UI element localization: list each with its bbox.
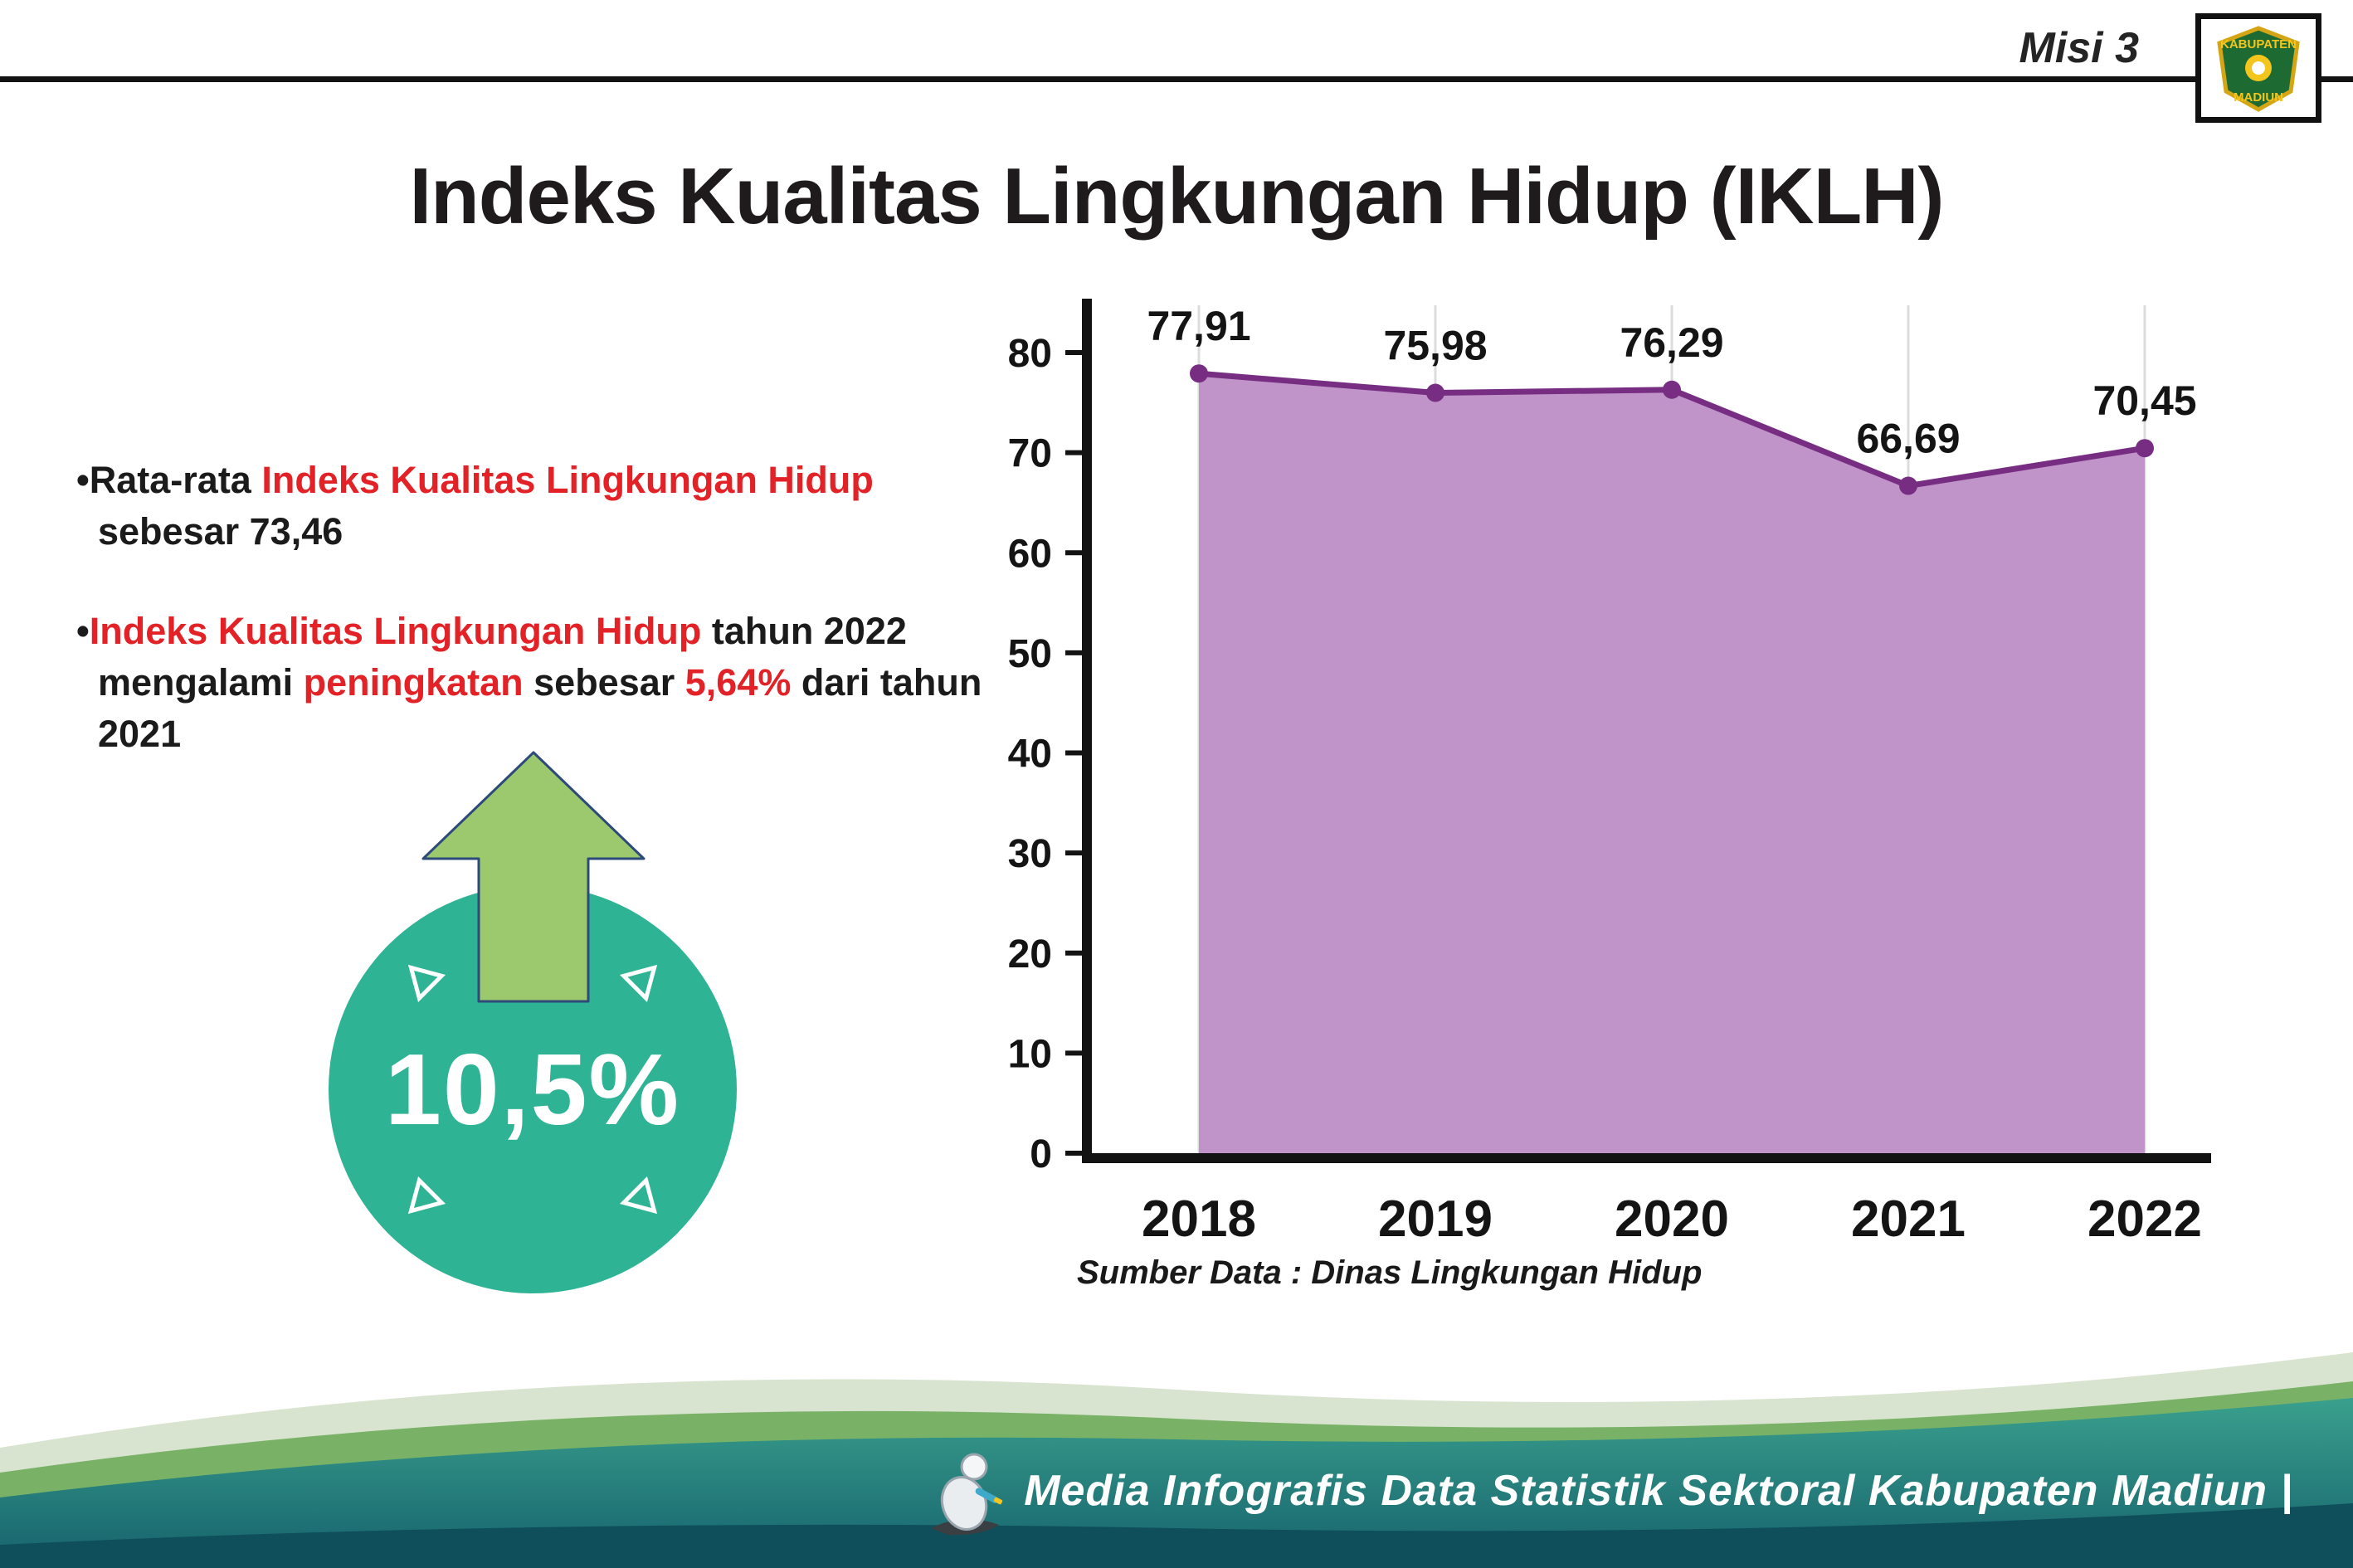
y-tick-label: 20 (1008, 933, 1052, 976)
badge-triangle-marks (407, 964, 658, 1215)
bullet2-highlight3: 5,64% (684, 661, 792, 704)
increase-badge: 10,5% (322, 751, 753, 1298)
bullet2-highlight1: Indeks Kualitas Lingkungan Hidup (89, 610, 702, 653)
crest-icon: KABUPATEN MADIUN (2217, 26, 2300, 112)
mascot-icon (931, 1453, 1003, 1536)
y-tick-label: 70 (1008, 432, 1052, 476)
y-tick-label: 60 (1008, 532, 1052, 576)
badge-value: 10,5% (385, 1033, 680, 1146)
y-tick-label: 80 (1008, 332, 1052, 376)
bullet1-text: Rata-rata (89, 459, 262, 501)
y-tick-label: 30 (1008, 832, 1052, 876)
kabupaten-madiun-logo: KABUPATEN MADIUN (2195, 13, 2321, 123)
value-label: 70,45 (2092, 377, 2196, 424)
y-tick-label: 50 (1008, 632, 1052, 676)
year-label: 2021 (1851, 1191, 1966, 1248)
page-title: Indeks Kualitas Lingkungan Hidup (IKLH) (409, 152, 1944, 241)
bullet1-highlight: Indeks Kualitas Lingkungan Hidup (261, 459, 874, 501)
bullet2-text2: sebesar (523, 661, 685, 704)
data-source-caption: Sumber Data : Dinas Lingkungan Hidup (1077, 1254, 1703, 1291)
bullet-marker: • (76, 459, 90, 501)
y-tick-label: 0 (1030, 1132, 1052, 1176)
year-label: 2020 (1615, 1191, 1729, 1248)
y-axis (1082, 299, 1092, 1163)
bullet-increase: •Indeks Kualitas Lingkungan Hidup tahun … (76, 606, 1001, 760)
footer-wave-decoration (0, 1352, 2353, 1568)
bullet-average: •Rata-rata Indeks Kualitas Lingkungan Hi… (76, 455, 1001, 558)
year-label: 2022 (2087, 1191, 2202, 1248)
value-label: 75,98 (1383, 322, 1487, 368)
bullet2-highlight2: peningkatan (303, 661, 524, 704)
summary-bullets: •Rata-rata Indeks Kualitas Lingkungan Hi… (76, 455, 1001, 808)
year-label: 2018 (1142, 1191, 1256, 1248)
footer-credit: Media Infografis Data Statistik Sektoral… (923, 1445, 2293, 1536)
footer-credit-text: Media Infografis Data Statistik Sektoral… (1024, 1467, 2293, 1515)
year-label: 2019 (1378, 1191, 1493, 1248)
value-label: 77,91 (1147, 303, 1250, 349)
bullet2-text1: tahun 2022 mengalami (98, 610, 907, 704)
data-point (1899, 476, 1917, 495)
x-axis (1082, 1153, 2211, 1163)
svg-text:KABUPATEN: KABUPATEN (2220, 37, 2297, 51)
data-point (2136, 439, 2154, 458)
iklh-area-chart: 0 10 20 30 40 50 60 70 80 77,91 2018 75,98 2019 76,29… (996, 274, 2240, 1327)
data-point (1426, 383, 1444, 402)
up-arrow-icon (421, 751, 645, 1003)
data-point (1190, 364, 1208, 383)
chart-svg: 0 10 20 30 40 50 60 70 80 77,91 2018 75,98 2019 76,29… (1008, 299, 2211, 1248)
value-label: 66,69 (1856, 416, 1960, 462)
value-label: 76,29 (1620, 319, 1723, 366)
header-divider (0, 76, 2353, 82)
y-tick-label: 40 (1008, 733, 1052, 777)
bullet-marker: • (76, 610, 90, 653)
svg-text:MADIUN: MADIUN (2234, 90, 2283, 105)
misi-label: Misi 3 (2019, 24, 2140, 72)
bullet1-text-post: sebesar 73,46 (98, 510, 343, 553)
data-point (1663, 380, 1681, 399)
y-tick-label: 10 (1008, 1032, 1052, 1076)
bullet2-text3: dari tahun 2021 (98, 661, 982, 756)
area-fill (1199, 373, 2145, 1153)
